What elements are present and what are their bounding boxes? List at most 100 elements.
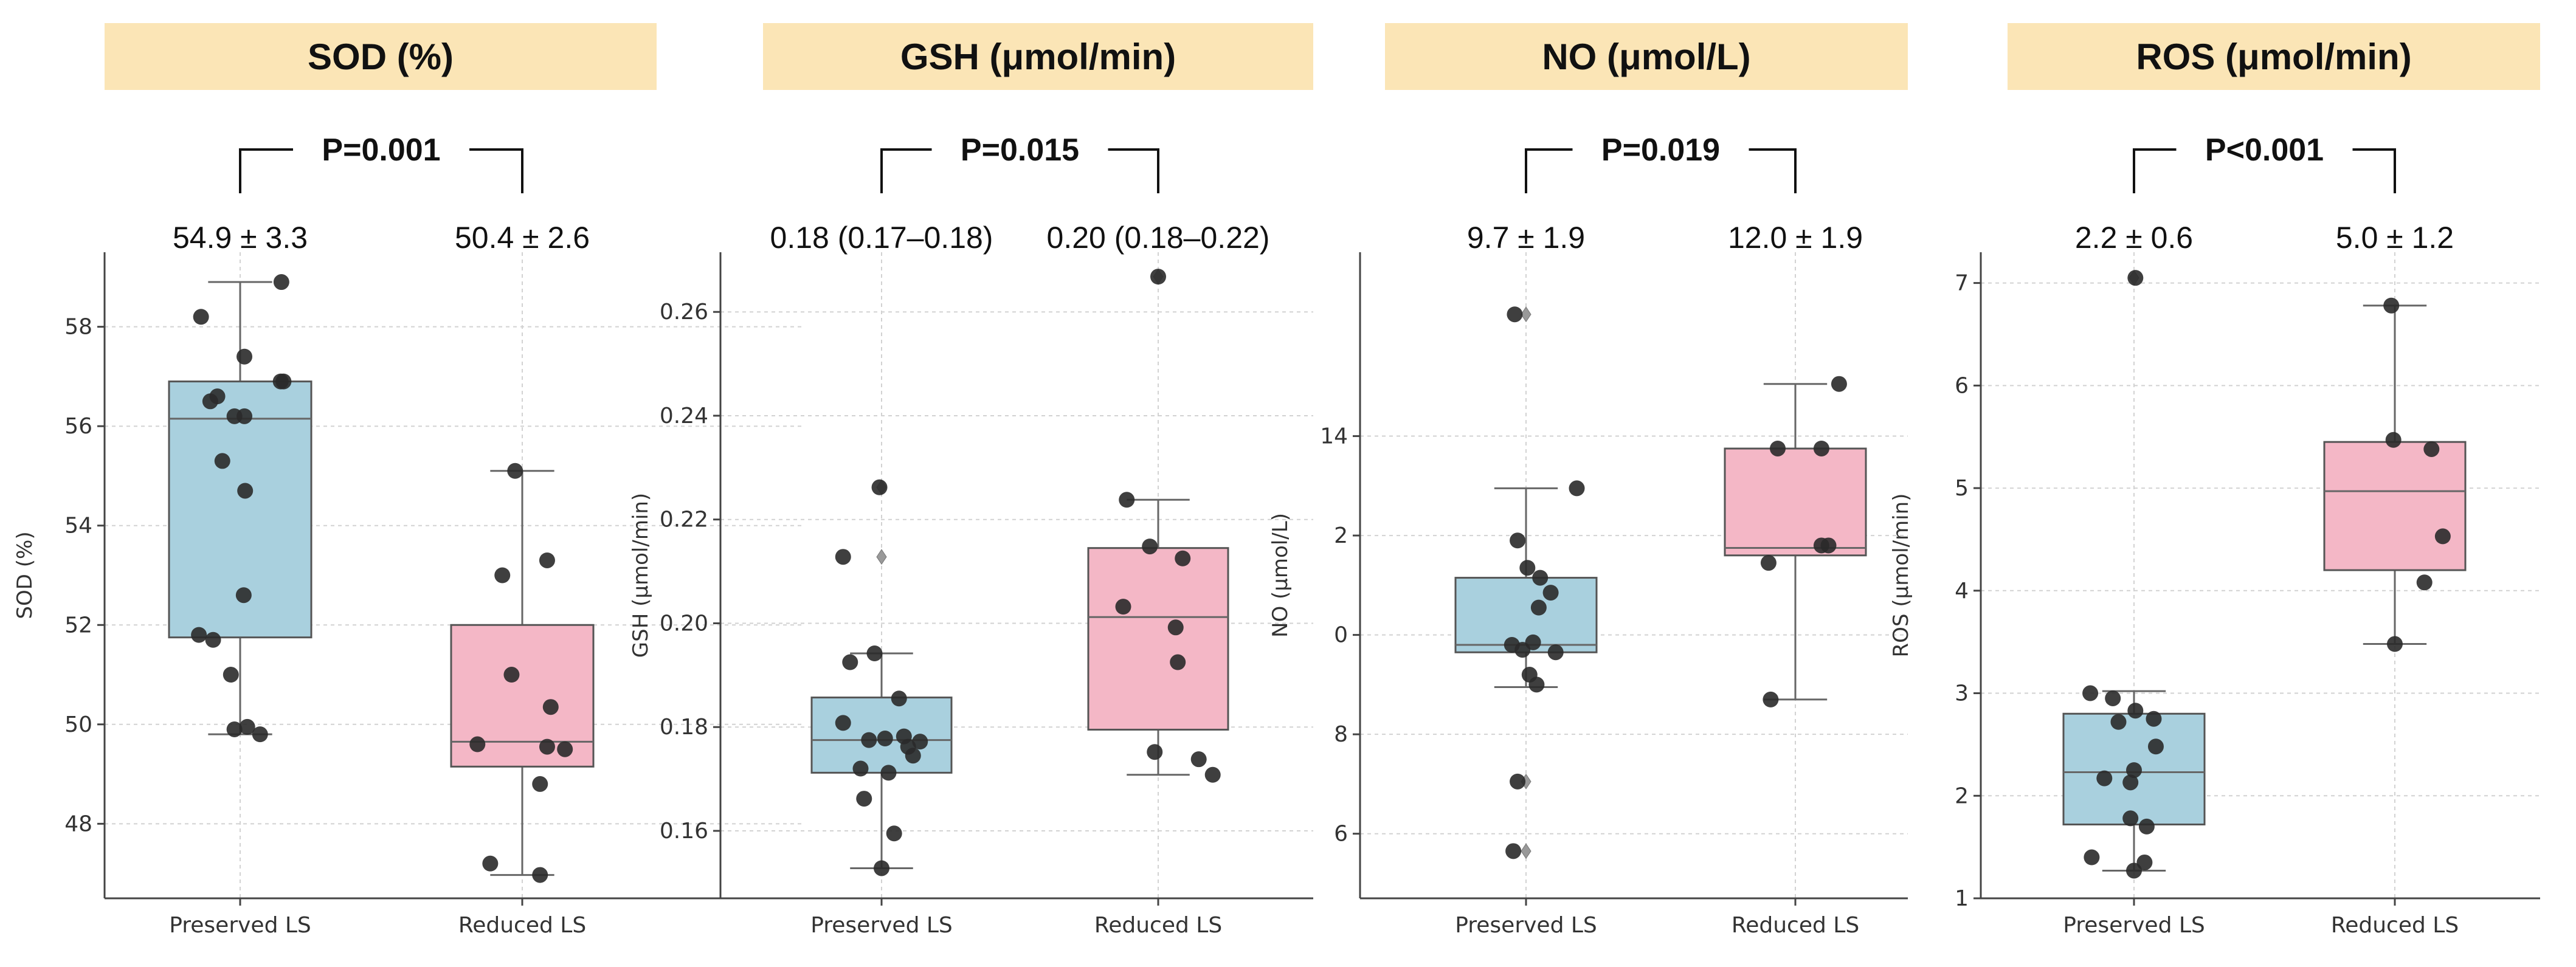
data-point xyxy=(2387,636,2403,652)
y-tick-label: 3 xyxy=(1955,681,1969,706)
box-reduced xyxy=(1724,447,1867,557)
data-point xyxy=(1147,744,1163,760)
data-point xyxy=(1507,306,1523,323)
title-band xyxy=(2008,23,2540,90)
data-point xyxy=(1770,440,1786,456)
y-tick-label: 4 xyxy=(1955,579,1969,604)
data-point xyxy=(214,453,230,469)
significance-bracket-right xyxy=(1108,148,1159,193)
data-point xyxy=(1175,550,1191,566)
data-point xyxy=(1142,539,1158,555)
data-point xyxy=(1170,654,1186,670)
data-point xyxy=(912,734,928,750)
data-point xyxy=(1763,691,1779,707)
data-point xyxy=(239,718,255,735)
data-point xyxy=(1532,570,1549,586)
data-point xyxy=(539,552,555,568)
group-summary-reduced: 0.20 (0.18–0.22) xyxy=(1047,221,1270,255)
data-point xyxy=(891,690,907,707)
box-reduced xyxy=(1087,547,1229,731)
data-point xyxy=(1510,773,1526,790)
data-point xyxy=(193,309,209,325)
data-point xyxy=(237,348,253,365)
group-summary-preserved: 2.2 ± 0.6 xyxy=(2075,221,2193,255)
data-point xyxy=(235,587,252,604)
box-preserved xyxy=(1454,577,1598,653)
data-point xyxy=(2138,818,2155,835)
data-point xyxy=(2147,738,2164,755)
outlier-marker xyxy=(1521,306,1531,323)
data-point xyxy=(205,631,221,648)
panel-2: GSH (μmol/min) P=0.015 0.18 (0.17–0.18) 0.2… xyxy=(629,23,1313,938)
data-point xyxy=(1119,492,1135,508)
data-point xyxy=(1510,532,1526,549)
y-tick-label: 50 xyxy=(64,712,92,737)
data-point xyxy=(2126,862,2142,879)
data-point xyxy=(1760,555,1777,571)
x-category-label: Reduced LS xyxy=(458,913,586,938)
data-point xyxy=(223,667,239,683)
p-value: P=0.019 xyxy=(1601,132,1720,168)
group-summary-preserved: 9.7 ± 1.9 xyxy=(1467,221,1585,255)
data-point xyxy=(886,825,902,842)
data-point xyxy=(905,748,921,764)
data-point xyxy=(273,274,289,291)
x-category-label: Preserved LS xyxy=(1455,913,1597,938)
data-point xyxy=(1528,676,1545,693)
data-point xyxy=(1190,751,1207,768)
significance-bracket-left xyxy=(880,148,932,193)
data-point xyxy=(507,463,523,479)
significance-bracket-left xyxy=(1525,148,1573,193)
data-point xyxy=(226,721,243,737)
data-point xyxy=(226,408,243,424)
data-point xyxy=(1167,619,1184,636)
x-category-label: Preserved LS xyxy=(810,913,953,938)
y-tick-label: 14 xyxy=(1320,424,1348,449)
data-point xyxy=(2383,297,2400,314)
panel-title: NO (μmol/L) xyxy=(1542,36,1750,77)
data-point xyxy=(871,479,888,495)
y-tick-label: 6 xyxy=(1955,373,1969,398)
y-tick-label: 2 xyxy=(1955,783,1969,808)
data-point xyxy=(2385,432,2402,448)
y-tick-label: 52 xyxy=(64,613,92,638)
panel-title: GSH (μmol/min) xyxy=(900,36,1176,77)
data-point xyxy=(861,732,877,748)
data-point xyxy=(2127,270,2144,286)
significance-bracket-left xyxy=(239,148,293,193)
x-category-label: Reduced LS xyxy=(1094,913,1222,938)
data-point xyxy=(874,860,889,876)
data-point xyxy=(2096,770,2113,786)
significance-bracket-right xyxy=(2352,148,2396,193)
box-reduced xyxy=(2323,441,2467,571)
data-point xyxy=(1514,642,1531,658)
data-point xyxy=(2084,849,2100,865)
y-axis-label: SOD (%) xyxy=(13,531,37,619)
data-point xyxy=(2110,714,2127,730)
p-value: P<0.001 xyxy=(2205,132,2324,168)
data-point xyxy=(1831,376,1847,392)
outlier-marker xyxy=(1521,843,1531,859)
y-axis-label: NO (μmol/L) xyxy=(1268,513,1293,638)
data-point xyxy=(2146,711,2162,727)
title-band xyxy=(105,23,657,90)
group-summary-reduced: 5.0 ± 1.2 xyxy=(2336,221,2454,255)
panel-title: SOD (%) xyxy=(308,36,454,77)
significance-bracket-right xyxy=(1749,148,1797,193)
data-point xyxy=(2122,810,2139,827)
y-tick-label: 8 xyxy=(1334,722,1348,747)
data-point xyxy=(1542,585,1559,601)
y-tick-label: 0.20 xyxy=(660,611,708,636)
title-band xyxy=(1385,23,1908,90)
data-point xyxy=(2082,685,2099,701)
data-point xyxy=(835,715,851,731)
data-point xyxy=(469,736,486,752)
y-tick-label: 56 xyxy=(64,414,92,439)
y-tick-label: 58 xyxy=(64,315,92,340)
data-point xyxy=(1519,560,1536,576)
y-tick-label: 5 xyxy=(1955,476,1969,501)
data-point xyxy=(482,855,499,872)
y-tick-label: 1 xyxy=(1955,886,1969,911)
